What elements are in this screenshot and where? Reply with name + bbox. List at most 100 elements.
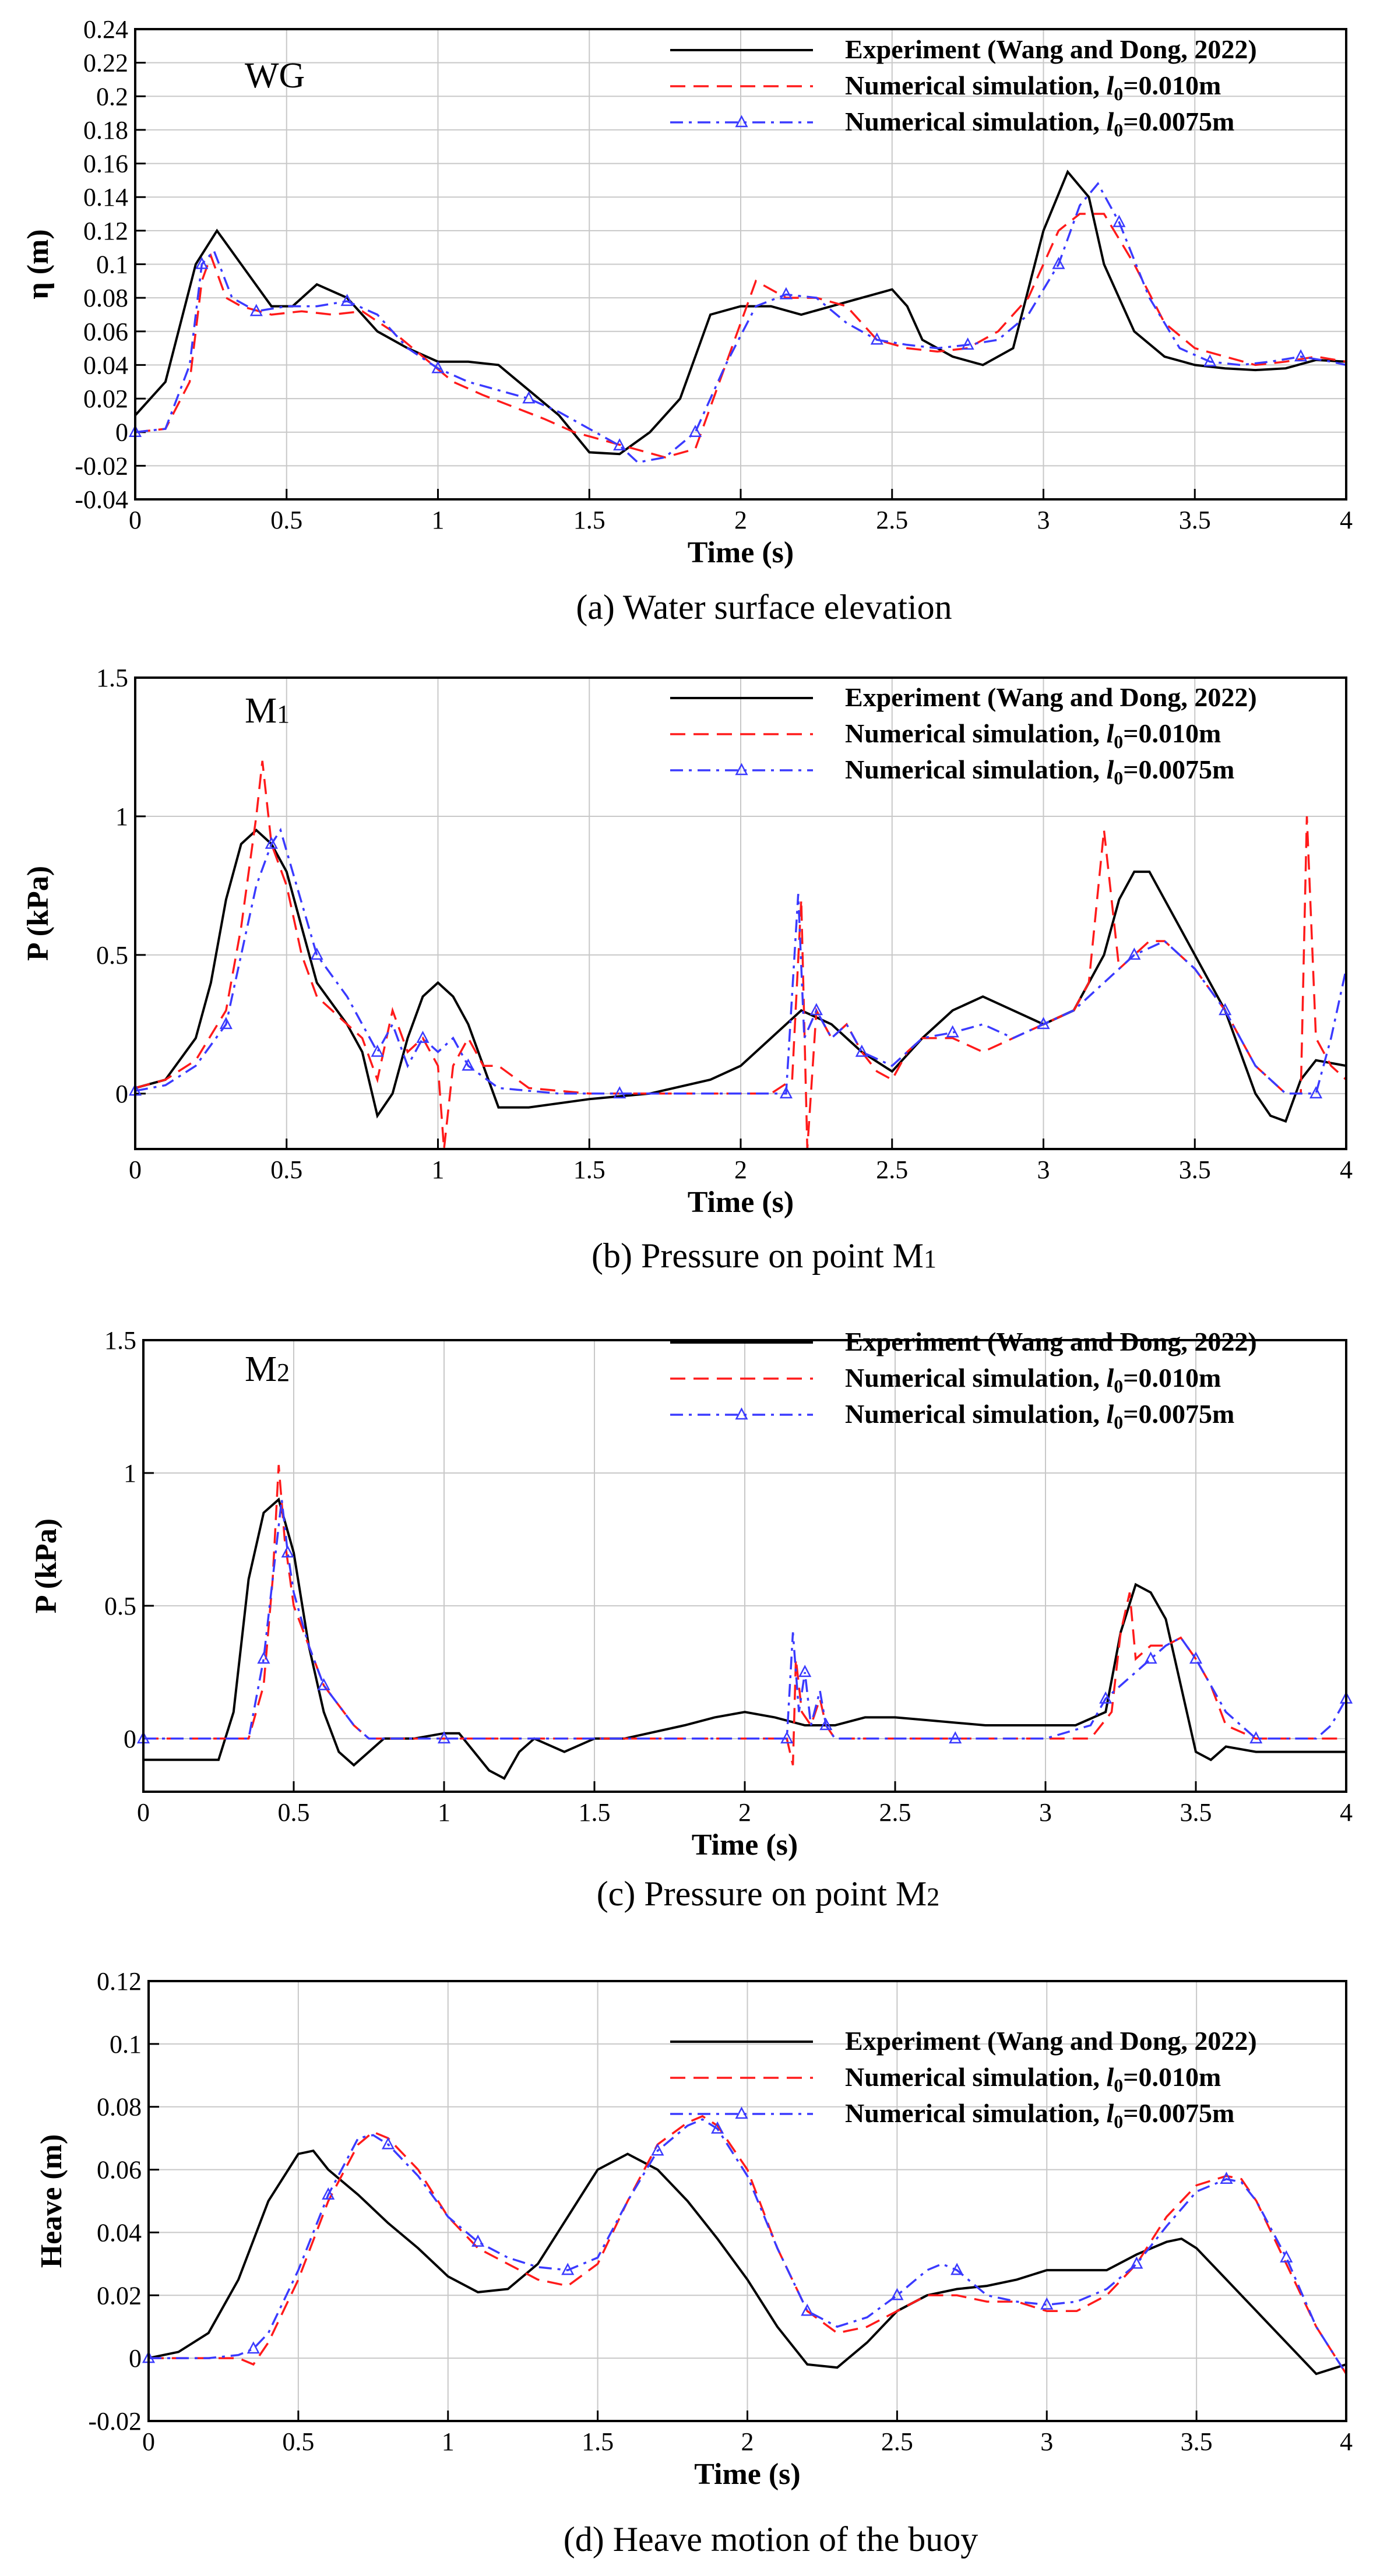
y-tick-label: 0.2 bbox=[96, 82, 128, 111]
legend-text-main: Experiment (Wang and Dong, 2022) bbox=[845, 1327, 1257, 1356]
x-tick-label: 3 bbox=[1037, 506, 1050, 534]
series-line-sim-0075 bbox=[135, 827, 1346, 1095]
series-marker-sim-0075 bbox=[613, 438, 626, 451]
series-line-experiment bbox=[135, 828, 1346, 1123]
y-tick-label: 0.06 bbox=[97, 2156, 142, 2184]
series-marker-sim-0075 bbox=[801, 2303, 814, 2316]
legend-label-experiment: Experiment (Wang and Dong, 2022) bbox=[845, 34, 1257, 64]
x-axis-label: Time (s) bbox=[688, 536, 794, 569]
series-marker-sim-0075 bbox=[471, 2234, 485, 2247]
series-marker-sim-0075 bbox=[779, 287, 793, 299]
x-tick-label: 3 bbox=[1039, 1798, 1052, 1827]
y-tick-label: 0.04 bbox=[97, 2218, 142, 2247]
plot-frame bbox=[147, 1980, 1347, 2422]
series-marker-sim-0075 bbox=[870, 332, 883, 345]
x-tick-label: 1 bbox=[432, 506, 445, 534]
legend-text-prefix: Numerical simulation, bbox=[845, 1399, 1106, 1429]
y-tick-label: 0.22 bbox=[83, 49, 128, 77]
series-marker-sim-0075 bbox=[1130, 2256, 1143, 2269]
legend-text-prefix: Numerical simulation, bbox=[845, 1363, 1106, 1393]
legend-text-subscript: 0 bbox=[1114, 1376, 1123, 1397]
legend-text-main: Experiment (Wang and Dong, 2022) bbox=[845, 2026, 1257, 2056]
y-tick-label: -0.02 bbox=[88, 2407, 142, 2436]
series-line-sim-010 bbox=[135, 760, 1346, 1149]
series-marker-sim-0075 bbox=[219, 1017, 233, 1030]
legend-label-sim-0075: Numerical simulation, l0=0.0075m bbox=[845, 107, 1234, 140]
y-tick-label: 0 bbox=[129, 2344, 142, 2373]
legend-label-sim-010: Numerical simulation, l0=0.010m bbox=[845, 2062, 1221, 2096]
series-marker-sim-0075 bbox=[651, 2143, 664, 2156]
series-marker-sim-0075 bbox=[416, 1030, 429, 1043]
legend-text-prefix: Numerical simulation, bbox=[845, 718, 1106, 748]
y-tick-label: 0.1 bbox=[96, 251, 128, 279]
panel-caption-text: (d) Heave motion of the buoy bbox=[564, 2520, 978, 2559]
legend-marker-sim-0075 bbox=[735, 1407, 748, 1420]
x-tick-label: 2.5 bbox=[876, 1155, 908, 1184]
legend: Experiment (Wang and Dong, 2022) Numerica… bbox=[670, 1327, 1257, 1433]
x-tick-label: 4 bbox=[1340, 1798, 1353, 1827]
legend-text-prefix: Numerical simulation, bbox=[845, 755, 1106, 784]
legend: Experiment (Wang and Dong, 2022) Numerica… bbox=[670, 682, 1257, 788]
panel-tag-text: M bbox=[245, 1349, 277, 1389]
y-tick-label: 0.08 bbox=[97, 2093, 142, 2122]
legend-text-prefix: Numerical simulation, bbox=[845, 71, 1106, 100]
y-tick-label: 0 bbox=[124, 1725, 136, 1753]
series-marker-sim-0075 bbox=[798, 1665, 812, 1678]
series-line-experiment bbox=[135, 170, 1346, 456]
y-tick-label: 0.24 bbox=[83, 15, 128, 44]
plot-frame bbox=[134, 28, 1347, 501]
x-tick-label: 3 bbox=[1040, 2427, 1053, 2456]
legend-text-symbol: l bbox=[1106, 1363, 1114, 1393]
legend-text-prefix: Numerical simulation, bbox=[845, 107, 1106, 136]
grid-lines bbox=[135, 29, 1346, 499]
legend-text-value: =0.010m bbox=[1123, 2062, 1221, 2092]
panel-caption: (d) Heave motion of the buoy bbox=[564, 2520, 978, 2559]
legend-text-symbol: l bbox=[1106, 1399, 1114, 1429]
series-marker-sim-0075 bbox=[946, 1025, 959, 1038]
series-line-sim-010 bbox=[135, 213, 1346, 459]
legend-text-main: Experiment (Wang and Dong, 2022) bbox=[845, 682, 1257, 712]
series-marker-sim-0075 bbox=[265, 836, 278, 849]
legend-text-main: Experiment (Wang and Dong, 2022) bbox=[845, 34, 1257, 64]
series-line-sim-0075 bbox=[149, 2118, 1346, 2375]
panel-caption: (a) Water surface elevation bbox=[576, 588, 952, 626]
x-tick-label: 4 bbox=[1340, 2427, 1353, 2456]
x-tick-label: 1.5 bbox=[573, 1155, 605, 1184]
series-marker-sim-0075 bbox=[371, 1044, 384, 1057]
series-marker-sim-0075 bbox=[381, 2137, 395, 2149]
chart-panel-d: 0 0.5 1 1.5 2 2.5 3 3.5 4-0.0200.020.040.060.080… bbox=[35, 1967, 1353, 2559]
y-tick-label: 1 bbox=[124, 1459, 136, 1488]
legend-text-prefix: Numerical simulation, bbox=[845, 2098, 1106, 2128]
x-tick-label: 2 bbox=[734, 506, 747, 534]
x-tick-label: 1 bbox=[438, 1798, 450, 1827]
panel-tag-text: M bbox=[245, 691, 277, 731]
panel-caption-text: (c) Pressure on point M bbox=[597, 1874, 927, 1913]
legend-text-symbol: l bbox=[1106, 2098, 1114, 2128]
legend-text-subscript: 0 bbox=[1114, 119, 1123, 140]
legend-text-value: =0.0075m bbox=[1123, 107, 1234, 136]
x-tick-label: 1 bbox=[432, 1155, 445, 1184]
legend-label-sim-010: Numerical simulation, l0=0.010m bbox=[845, 71, 1221, 104]
legend-text-value: =0.010m bbox=[1123, 1363, 1221, 1393]
panel-caption-subscript: 2 bbox=[927, 1883, 939, 1911]
series-line-sim-010 bbox=[149, 2115, 1346, 2375]
series-marker-sim-0075 bbox=[819, 1718, 833, 1731]
y-tick-label: 0.5 bbox=[96, 941, 128, 970]
x-axis-label: Time (s) bbox=[692, 1828, 798, 1862]
y-tick-label: 0.02 bbox=[83, 385, 128, 413]
x-axis-label: Time (s) bbox=[694, 2458, 800, 2491]
y-axis-label: P (kPa) bbox=[30, 1518, 63, 1613]
chart-panel-c: 0 0.5 1 1.5 2 2.5 3 3.5 4 0 0.5 1 1.5 Time (s) P (kPa)… bbox=[30, 1326, 1353, 1913]
series-marker-sim-0075 bbox=[247, 2341, 260, 2354]
x-tick-label: 0.5 bbox=[282, 2427, 314, 2456]
series-marker-sim-0075 bbox=[249, 304, 263, 316]
plot-frame bbox=[142, 1339, 1347, 1793]
legend-text-subscript: 0 bbox=[1114, 767, 1123, 788]
legend-marker-sim-0075 bbox=[735, 2106, 748, 2119]
x-tick-label: 1 bbox=[442, 2427, 455, 2456]
legend-text-prefix: Numerical simulation, bbox=[845, 2062, 1106, 2092]
x-tick-label: 3.5 bbox=[1181, 2427, 1213, 2456]
x-tick-label: 0 bbox=[129, 1155, 142, 1184]
y-tick-label: 0.5 bbox=[104, 1592, 136, 1620]
series-marker-sim-0075 bbox=[257, 1651, 270, 1664]
